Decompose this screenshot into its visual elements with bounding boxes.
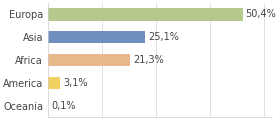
Text: 50,4%: 50,4% [246,9,276,19]
Text: 0,1%: 0,1% [51,101,76,111]
Text: 21,3%: 21,3% [133,55,164,65]
Text: 3,1%: 3,1% [63,78,87,88]
Bar [48,31,145,43]
Bar [48,77,60,89]
Bar [48,8,242,21]
Text: 25,1%: 25,1% [148,32,179,42]
Bar [48,54,130,66]
